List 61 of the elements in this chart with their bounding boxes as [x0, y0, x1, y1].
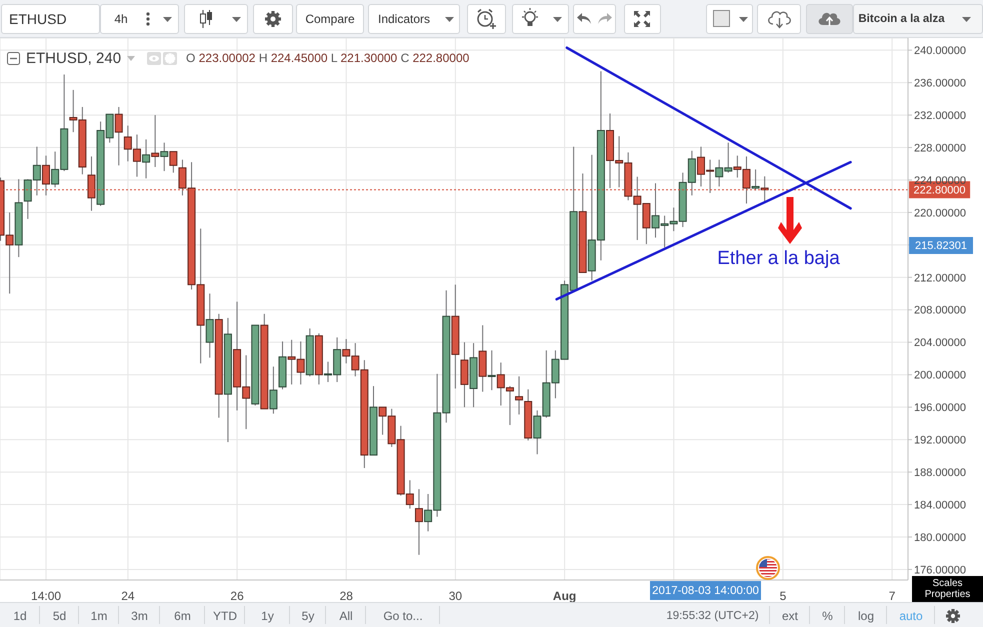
text: Bitcoin a la alza	[858, 13, 945, 25]
text: Indicators	[378, 12, 430, 26]
text: log	[858, 608, 874, 622]
y-tick-label: 236.00000	[914, 78, 966, 90]
text: auto	[899, 608, 923, 622]
text: 215.82301	[915, 240, 967, 252]
text: 2017-08-03 14:00:00	[652, 584, 759, 596]
text: 5d	[52, 608, 66, 622]
candlestick	[114, 106, 123, 166]
text: YTD	[213, 608, 237, 622]
text: O 223.00002 H 224.45000 L 221.30000 C 222.80000	[186, 51, 470, 65]
y-tick-label: 228.00000	[914, 142, 966, 154]
ref-line-label: 222.80000	[914, 184, 966, 197]
x-tick-label: 26	[230, 589, 244, 603]
text: %	[822, 608, 833, 622]
text: 1m	[90, 608, 108, 622]
candlestick	[269, 366, 278, 414]
x-tick-label: 24	[121, 589, 135, 603]
y-tick-label: 200.00000	[914, 370, 966, 382]
y-tick-label: 204.00000	[914, 337, 966, 350]
text: 1d	[13, 608, 27, 622]
y-tick-label: 192.00000	[914, 434, 966, 447]
y-tick-label: 176.00000	[914, 564, 966, 576]
text: ETHUSD	[9, 11, 67, 27]
text: Go to...	[383, 608, 423, 622]
x-tick-label: 5	[780, 589, 787, 603]
x-tick-label: 14:00	[31, 589, 62, 603]
text: All	[339, 608, 353, 622]
x-tick-label: 30	[448, 589, 462, 603]
candlestick	[160, 142, 168, 172]
text: 19:55:32 (UTC+2)	[666, 610, 759, 622]
x-tick-label: 28	[340, 589, 354, 603]
y-tick-label: 220.00000	[914, 207, 966, 220]
y-tick-label: 240.00000	[914, 45, 966, 58]
text: 1y	[261, 608, 274, 622]
y-tick-label: 212.00000	[914, 272, 966, 284]
text: 3m	[131, 608, 148, 622]
candlestick	[151, 114, 160, 168]
y-tick-label: 180.00000	[914, 532, 966, 544]
y-tick-label: 232.00000	[914, 110, 966, 122]
y-tick-label: 184.00000	[914, 499, 966, 512]
candlestick	[515, 376, 524, 415]
candlestick	[169, 151, 178, 174]
x-tick-label: 7	[888, 589, 896, 603]
candlestick	[206, 293, 214, 358]
text: 4h	[114, 12, 128, 26]
y-tick-label: 188.00000	[914, 466, 966, 479]
y-tick-label: 224.00000	[914, 174, 966, 187]
y-tick-label: 196.00000	[914, 402, 966, 414]
text: 5y	[302, 608, 314, 622]
candlestick	[414, 488, 423, 556]
annotation: Ether a la baja	[717, 248, 840, 270]
text: Compare	[305, 12, 355, 26]
text: ETHUSD, 240	[26, 50, 122, 66]
tooltip: Scales Properties	[912, 576, 983, 602]
candlestick	[142, 138, 150, 179]
text: ext	[782, 608, 798, 622]
candlestick	[488, 350, 496, 391]
y-tick-label: 208.00000	[914, 304, 966, 317]
text: 6m	[174, 608, 191, 622]
candlestick	[752, 168, 760, 192]
